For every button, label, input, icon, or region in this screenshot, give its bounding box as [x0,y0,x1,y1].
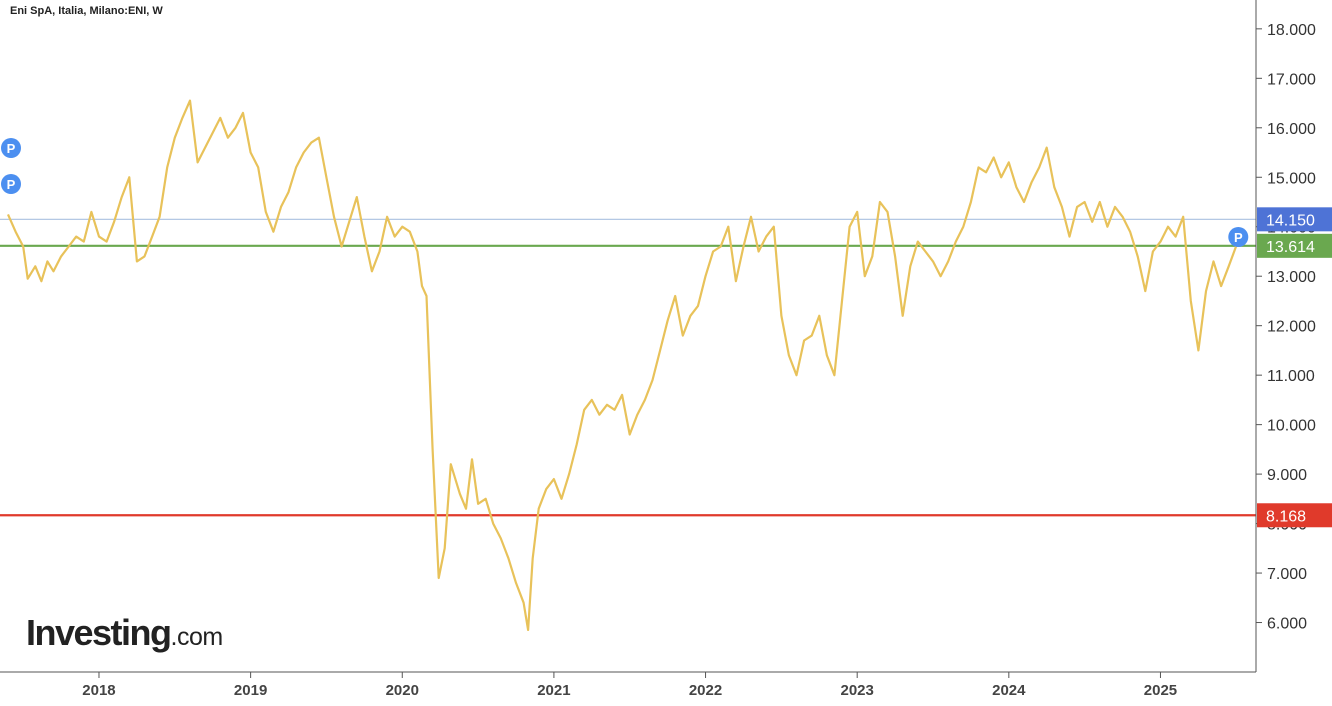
x-tick-label: 2020 [386,682,419,699]
p-marker-icon[interactable]: P [1228,227,1249,247]
y-tick-label: 11.000 [1267,368,1315,385]
x-tick-label: 2021 [537,682,570,699]
y-tick-label: 7.000 [1267,566,1307,583]
resistance-level-tag: 14.150 [1257,207,1332,232]
chart-title: Eni SpA, Italia, Milano:ENI, W [10,5,163,17]
p-marker-label: P [1234,230,1243,245]
x-tick-label: 2025 [1144,682,1177,699]
x-tick-label: 2023 [840,682,873,699]
support-level-tag: 8.168 [1257,503,1332,528]
p-marker-label: P [7,141,16,156]
y-tick-label: 13.000 [1267,269,1316,286]
x-tick-label: 2022 [689,682,722,699]
y-tick-label: 9.000 [1267,467,1307,484]
p-marker-circle [1,138,21,158]
p-marker-circle [1,174,21,194]
p-marker-icon[interactable]: P [1,138,21,158]
y-tick-label: 16.000 [1267,121,1316,138]
level-tag-background [1257,503,1332,528]
level-tag-background [1257,207,1332,232]
p-marker-circle [1228,227,1249,247]
logo-brand: Investing [26,612,172,653]
y-tick-label: 17.000 [1267,71,1316,88]
p-marker-icon[interactable]: P [1,174,21,194]
investing-logo: Investing.com [26,612,223,654]
logo-suffix: .com [170,623,224,651]
price-series-line[interactable] [6,99,1238,632]
level-tag-background [1257,233,1332,258]
y-tick-label: 15.000 [1267,170,1316,187]
x-tick-label: 2018 [82,682,115,699]
level-tag-label: 8.168 [1266,508,1306,525]
level-tag-label: 14.150 [1266,212,1315,229]
x-tick-label: 2019 [234,682,267,699]
y-tick-label: 10.000 [1267,418,1316,435]
y-tick-label: 18.000 [1267,22,1316,39]
p-marker-label: P [7,177,16,192]
current-level-tag: 13.614 [1257,233,1332,258]
y-tick-label: 12.000 [1267,319,1316,336]
x-tick-label: 2024 [992,682,1026,699]
level-tag-label: 13.614 [1266,239,1315,256]
y-tick-label: 6.000 [1267,616,1307,633]
